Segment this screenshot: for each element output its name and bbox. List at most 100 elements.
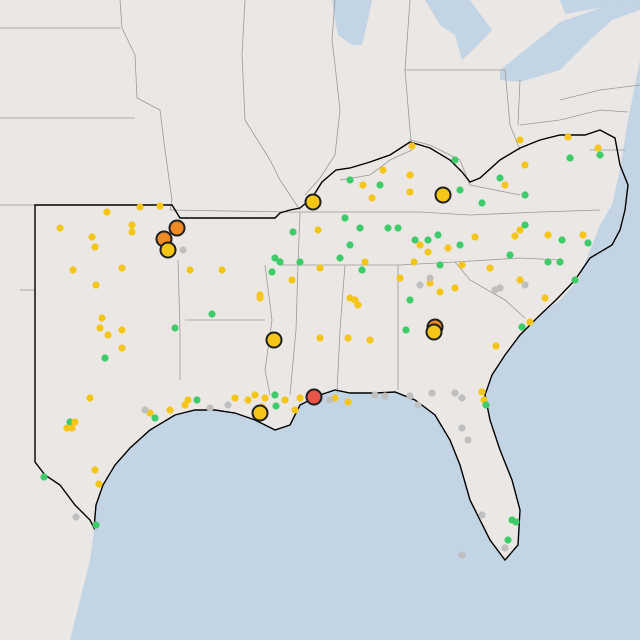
highlight-marker-red[interactable] (305, 388, 323, 406)
station-marker-green[interactable] (584, 239, 592, 247)
highlight-marker-yellow[interactable] (434, 186, 452, 204)
station-marker-yellow[interactable] (344, 334, 352, 342)
station-marker-yellow[interactable] (184, 396, 192, 404)
station-marker-yellow[interactable] (256, 291, 264, 299)
station-marker-yellow[interactable] (594, 144, 602, 152)
station-marker-gray[interactable] (458, 424, 466, 432)
station-marker-yellow[interactable] (526, 318, 534, 326)
station-marker-yellow[interactable] (218, 266, 226, 274)
station-marker-green[interactable] (424, 236, 432, 244)
station-marker-green[interactable] (296, 258, 304, 266)
station-marker-green[interactable] (566, 154, 574, 162)
station-marker-green[interactable] (376, 181, 384, 189)
station-marker-yellow[interactable] (316, 334, 324, 342)
station-marker-yellow[interactable] (244, 396, 252, 404)
station-marker-yellow[interactable] (379, 166, 387, 174)
station-marker-yellow[interactable] (511, 232, 519, 240)
station-marker-green[interactable] (358, 266, 366, 274)
station-marker-yellow[interactable] (416, 241, 424, 249)
station-marker-green[interactable] (276, 258, 284, 266)
station-marker-green[interactable] (451, 156, 459, 164)
station-marker-yellow[interactable] (516, 226, 524, 234)
station-marker-yellow[interactable] (118, 264, 126, 272)
station-marker-yellow[interactable] (406, 171, 414, 179)
station-marker-green[interactable] (289, 228, 297, 236)
station-marker-green[interactable] (271, 254, 279, 262)
station-marker-green[interactable] (394, 224, 402, 232)
station-marker-yellow[interactable] (366, 336, 374, 344)
station-marker-green[interactable] (66, 418, 74, 426)
station-marker-gray[interactable] (458, 394, 466, 402)
station-marker-yellow[interactable] (406, 188, 414, 196)
station-marker-green[interactable] (101, 354, 109, 362)
station-marker-green[interactable] (40, 473, 48, 481)
station-marker-yellow[interactable] (88, 233, 96, 241)
station-marker-yellow[interactable] (63, 424, 71, 432)
station-marker-yellow[interactable] (91, 466, 99, 474)
highlight-marker-yellow[interactable] (304, 193, 322, 211)
station-marker-yellow[interactable] (118, 326, 126, 334)
station-marker-green[interactable] (518, 323, 526, 331)
station-marker-gray[interactable] (501, 544, 509, 552)
station-marker-yellow[interactable] (410, 258, 418, 266)
station-marker-yellow[interactable] (579, 231, 587, 239)
station-marker-green[interactable] (482, 401, 490, 409)
station-marker-yellow[interactable] (492, 342, 500, 350)
station-marker-yellow[interactable] (118, 344, 126, 352)
station-marker-gray[interactable] (141, 406, 149, 414)
station-marker-green[interactable] (456, 186, 464, 194)
station-marker-green[interactable] (346, 241, 354, 249)
station-marker-yellow[interactable] (408, 142, 416, 150)
station-marker-gray[interactable] (416, 281, 424, 289)
station-marker-green[interactable] (208, 310, 216, 318)
station-marker-yellow[interactable] (103, 208, 111, 216)
station-marker-gray[interactable] (521, 281, 529, 289)
station-marker-gray[interactable] (426, 274, 434, 282)
station-marker-gray[interactable] (414, 401, 422, 409)
station-marker-yellow[interactable] (86, 394, 94, 402)
station-marker-yellow[interactable] (281, 396, 289, 404)
station-marker-gray[interactable] (428, 389, 436, 397)
station-marker-yellow[interactable] (544, 231, 552, 239)
station-marker-green[interactable] (384, 224, 392, 232)
station-marker-yellow[interactable] (231, 394, 239, 402)
station-marker-gray[interactable] (206, 404, 214, 412)
station-marker-yellow[interactable] (478, 388, 486, 396)
station-marker-green[interactable] (268, 268, 276, 276)
station-marker-yellow[interactable] (128, 221, 136, 229)
station-marker-yellow[interactable] (436, 288, 444, 296)
station-marker-yellow[interactable] (426, 279, 434, 287)
station-marker-green[interactable] (596, 151, 604, 159)
station-marker-green[interactable] (506, 251, 514, 259)
station-marker-green[interactable] (271, 391, 279, 399)
station-marker-green[interactable] (151, 414, 159, 422)
station-marker-green[interactable] (336, 254, 344, 262)
highlight-marker-yellow[interactable] (159, 241, 177, 259)
station-marker-gray[interactable] (224, 401, 232, 409)
station-marker-yellow[interactable] (68, 424, 76, 432)
station-marker-yellow[interactable] (104, 331, 112, 339)
station-marker-yellow[interactable] (166, 406, 174, 414)
station-marker-green[interactable] (434, 231, 442, 239)
station-marker-gray[interactable] (371, 391, 379, 399)
station-marker-yellow[interactable] (96, 324, 104, 332)
station-marker-gray[interactable] (179, 246, 187, 254)
station-marker-yellow[interactable] (316, 264, 324, 272)
station-marker-green[interactable] (512, 518, 520, 526)
station-marker-yellow[interactable] (516, 276, 524, 284)
highlight-marker-orange[interactable] (168, 219, 186, 237)
station-marker-gray[interactable] (72, 513, 80, 521)
station-marker-green[interactable] (436, 261, 444, 269)
station-marker-gray[interactable] (326, 396, 334, 404)
station-marker-yellow[interactable] (471, 233, 479, 241)
station-marker-green[interactable] (571, 276, 579, 284)
station-marker-yellow[interactable] (156, 202, 164, 210)
station-marker-yellow[interactable] (361, 258, 369, 266)
station-marker-green[interactable] (456, 241, 464, 249)
station-marker-green[interactable] (402, 326, 410, 334)
station-marker-gray[interactable] (381, 392, 389, 400)
station-marker-green[interactable] (558, 236, 566, 244)
highlight-marker-yellow[interactable] (265, 331, 283, 349)
station-marker-green[interactable] (544, 258, 552, 266)
station-marker-yellow[interactable] (261, 394, 269, 402)
